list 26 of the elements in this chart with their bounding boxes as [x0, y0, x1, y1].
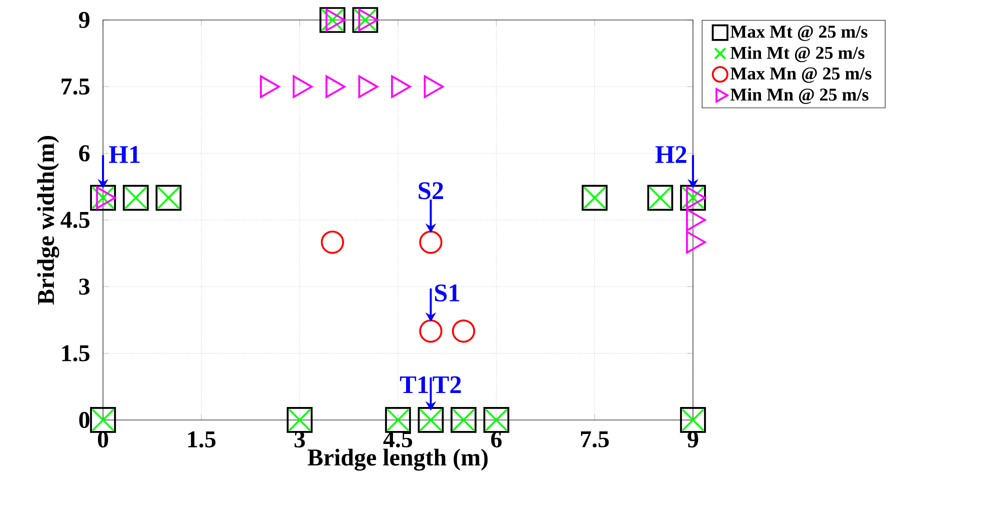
- annotation: S2: [418, 182, 444, 200]
- annotation: S1: [435, 284, 460, 302]
- y-tick-label: 7.5: [62, 78, 90, 95]
- point: [419, 230, 442, 254]
- annotation: T2: [432, 376, 461, 394]
- annotation: H1: [109, 146, 140, 163]
- annotation: T1: [400, 376, 428, 394]
- point: [320, 230, 344, 254]
- x-tick-label: 1.5: [188, 431, 216, 448]
- y-tick-label: 0: [79, 412, 90, 428]
- legend-label: Min Mt @ 25 m/s: [730, 46, 864, 62]
- x-axis-title: Bridge length (m): [308, 448, 488, 471]
- y-tick-label: 4.5: [60, 212, 90, 228]
- legend-label: Min Mn @ 25 m/s: [730, 88, 868, 104]
- point: [452, 320, 476, 343]
- x-tick-label: 7.5: [581, 431, 609, 448]
- y-tick-label: 1.5: [62, 345, 90, 362]
- y-tick-label: 3: [79, 278, 90, 295]
- point: [419, 320, 442, 343]
- legend-label: Max Mt @ 25 m/s: [730, 26, 868, 42]
- legend-label: Max Mn @ 25 m/s: [730, 67, 872, 83]
- y-tick-label: 6: [79, 145, 90, 162]
- annotation: H2: [655, 146, 686, 163]
- y-axis-title: Bridge width(m): [37, 136, 60, 305]
- y-tick-label: 9: [78, 12, 90, 28]
- x-tick-label: 0: [98, 431, 108, 448]
